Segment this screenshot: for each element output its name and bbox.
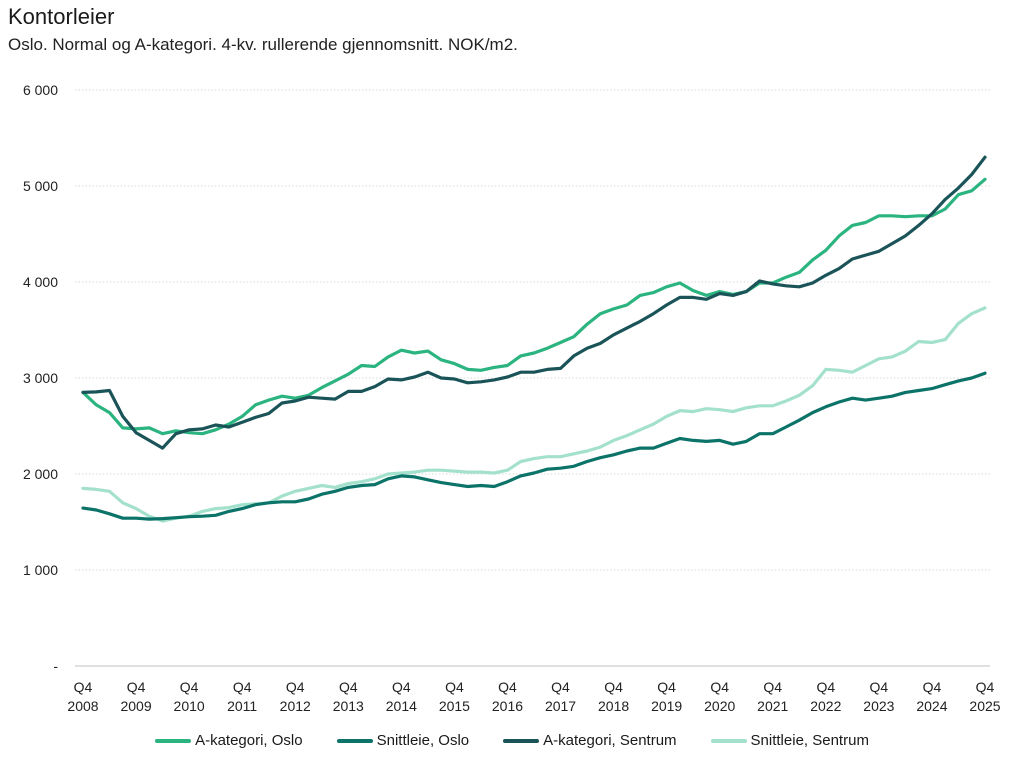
legend-label: Snittleie, Sentrum: [750, 732, 869, 749]
legend-item-snittleie-sentrum: Snittleie, Sentrum: [710, 732, 869, 749]
x-tick-label: Q4 2021: [757, 679, 788, 714]
y-tick-label: 1 000: [23, 562, 58, 578]
y-axis: - 1 000 2 000 3 000 4 000 5 000 6 000: [23, 82, 58, 674]
legend-item-a-kategori-sentrum: A-kategori, Sentrum: [503, 732, 677, 749]
legend-item-snittleie-oslo: Snittleie, Oslo: [336, 732, 470, 749]
x-tick-label: Q4 2023: [863, 679, 894, 714]
legend-label: A-kategori, Oslo: [195, 732, 303, 749]
chart-title: Kontorleier: [8, 4, 115, 29]
x-axis: Q4 2008 Q4 2009 Q4 2010 Q4 2011 Q4 2012 Q4 2013 Q4 20…: [67, 679, 1000, 714]
chart-legend: A-kategori, Oslo Snittleie, Oslo A-kategor…: [0, 732, 1024, 749]
series-lines: [81, 155, 987, 523]
x-tick-label: Q4 2015: [439, 679, 470, 714]
y-tick-label: 6 000: [23, 82, 58, 98]
x-tick-label: Q4 2014: [386, 679, 417, 714]
legend-swatch: [710, 738, 747, 743]
series-line-snittleie-sentrum: [81, 306, 987, 523]
series-line-snittleie-oslo: [81, 371, 987, 521]
y-tick-label: -: [53, 658, 58, 674]
x-tick-label: Q4 2016: [492, 679, 523, 714]
x-tick-label: Q4 2017: [545, 679, 576, 714]
y-tick-label: 3 000: [23, 370, 58, 386]
x-tick-label: Q4 2012: [280, 679, 311, 714]
gridlines: [75, 89, 990, 667]
legend-item-a-kategori-oslo: A-kategori, Oslo: [155, 732, 303, 749]
x-tick-label: Q4 2011: [227, 679, 257, 714]
series-line-a-kategori-oslo: [81, 177, 987, 436]
x-tick-label: Q4 2019: [651, 679, 682, 714]
x-tick-label: Q4 2010: [174, 679, 205, 714]
y-tick-label: 2 000: [23, 466, 58, 482]
x-tick-label: Q4 2018: [598, 679, 629, 714]
chart-subtitle: Oslo. Normal og A-kategori. 4-kv. ruller…: [8, 35, 518, 54]
x-tick-label: Q4 2009: [120, 679, 151, 714]
legend-label: Snittleie, Oslo: [376, 732, 470, 749]
x-tick-label: Q4 2022: [810, 679, 841, 714]
legend-swatch: [503, 738, 540, 743]
y-tick-label: 4 000: [23, 274, 58, 290]
y-tick-label: 5 000: [23, 178, 58, 194]
legend-swatch: [155, 738, 192, 743]
legend-swatch: [336, 738, 373, 743]
x-tick-label: Q4 2020: [704, 679, 735, 714]
x-tick-label: Q4 2025: [969, 679, 1000, 714]
x-tick-label: Q4 2024: [916, 679, 947, 714]
legend-label: A-kategori, Sentrum: [543, 732, 677, 749]
x-tick-label: Q4 2013: [333, 679, 364, 714]
x-tick-label: Q4 2008: [67, 679, 98, 714]
series-line-a-kategori-sentrum: [81, 155, 987, 450]
